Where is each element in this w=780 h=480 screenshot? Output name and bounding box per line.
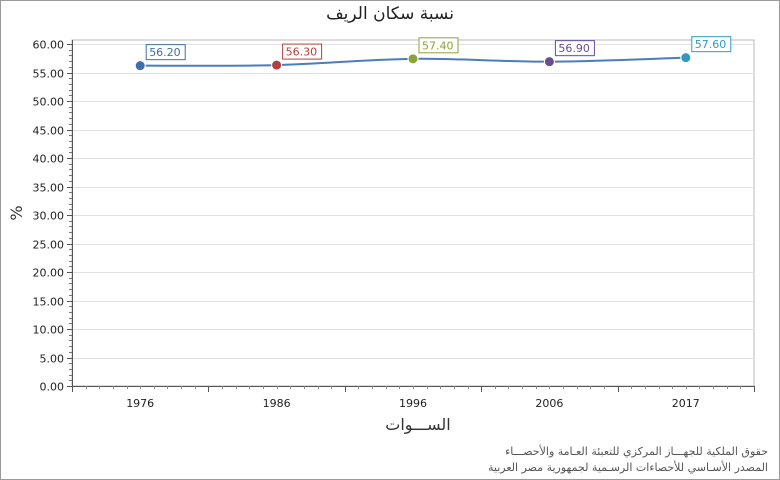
y-tick-label: 30.00	[33, 210, 65, 223]
y-tick-label: 50.00	[33, 96, 65, 109]
y-tick-label: 5.00	[40, 353, 65, 366]
x-tick-label: 2006	[535, 397, 563, 410]
series-layer	[134, 52, 692, 72]
y-tick-label: 55.00	[33, 68, 65, 81]
data-label-text: 56.20	[149, 46, 181, 59]
y-tick-label: 35.00	[33, 182, 65, 195]
data-label: 56.30	[282, 43, 323, 60]
axes: 0.00 5.00 10.00 15.00 20.00 25.00 30.00 35.00 40…	[33, 39, 755, 410]
data-label-box	[554, 40, 595, 57]
x-tick-label: 1976	[126, 397, 154, 410]
y-tick-label: 45.00	[33, 125, 65, 138]
y-tick-label: 20.00	[33, 267, 65, 280]
data-label: 56.20	[145, 44, 186, 61]
data-label-text: 56.30	[286, 46, 318, 59]
copyright-note: حقوق الملكية للجهـــاز المركزي للتعبئة ا…	[505, 445, 768, 458]
y-tick-label: 60.00	[33, 39, 65, 52]
x-tick-label: 1986	[263, 397, 291, 410]
data-label: 57.40	[418, 37, 459, 54]
data-label-box	[282, 43, 323, 60]
chart-title: نسبة سكان الريف	[326, 4, 454, 24]
y-axis-title: %	[7, 205, 26, 220]
data-label: 56.90	[554, 40, 595, 57]
data-point	[543, 56, 555, 68]
x-tick-label: 2017	[672, 397, 700, 410]
plot-area	[71, 39, 755, 387]
source-note: المصدر الأسـاسي للأحصاءات الرسـمية لجمهو…	[488, 461, 768, 474]
x-axis-title: الســـوات	[385, 415, 450, 435]
data-label-text: 57.40	[422, 39, 454, 52]
y-tick-label: 25.00	[33, 239, 65, 252]
data-label-text: 56.90	[558, 42, 590, 55]
data-point	[134, 60, 146, 72]
data-label: 57.60	[691, 36, 732, 53]
data-labels: 56.20 56.30 57.40 56.90 57.60	[145, 36, 732, 61]
x-tick-label: 1996	[399, 397, 427, 410]
data-label-text: 57.60	[695, 38, 727, 51]
data-point	[680, 52, 692, 64]
data-label-box	[145, 44, 186, 61]
data-point	[407, 53, 419, 65]
data-label-box	[691, 36, 732, 53]
y-tick-label: 0.00	[40, 381, 65, 394]
y-tick-label: 40.00	[33, 153, 65, 166]
data-point	[271, 59, 283, 71]
y-tick-label: 10.00	[33, 324, 65, 337]
y-tick-label: 15.00	[33, 296, 65, 309]
grid-lines	[72, 44, 754, 359]
data-label-box	[418, 37, 459, 54]
